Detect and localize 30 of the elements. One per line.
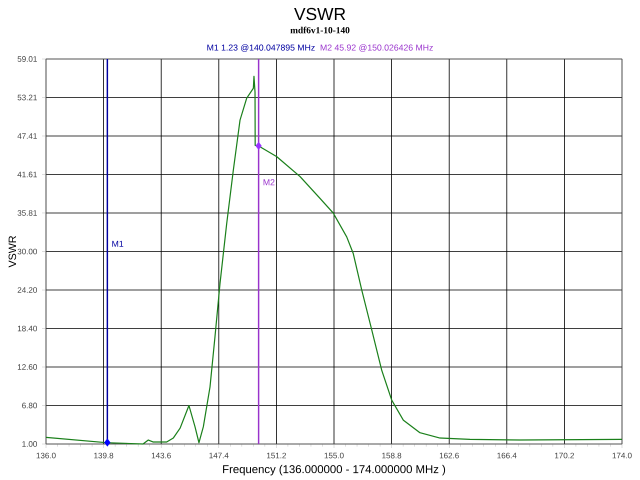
x-tick-label: 139.8 (94, 452, 114, 458)
y-tick-label: 6.80 (22, 402, 37, 408)
y-axis-title: VSWR (8, 236, 16, 268)
x-tick-label: 170.2 (555, 452, 574, 458)
y-tick-label: 47.41 (17, 133, 37, 139)
y-tick-label: 30.00 (18, 248, 37, 254)
chart-title: VSWR (294, 8, 346, 20)
x-tick-label: 136.0 (36, 452, 56, 458)
x-tick-label: 162.6 (440, 452, 459, 458)
y-tick-label: 41.61 (17, 172, 37, 178)
x-tick-label: 155.0 (324, 452, 344, 458)
chart-subtitle: mdf6v1-10-140 (290, 26, 350, 34)
y-tick-label: 24.20 (18, 287, 37, 293)
x-tick-label: 143.6 (152, 452, 171, 458)
x-tick-label: 158.8 (382, 452, 402, 458)
ref-line-label: M2 (264, 179, 274, 186)
x-tick-label: 151.2 (267, 452, 286, 458)
text: M1 1.23 @140.047895 MHz (207, 44, 315, 52)
ref-line-label: M1 (112, 240, 124, 247)
y-tick-label: 18.40 (18, 326, 37, 332)
text: M2 45.92 @150.026426 MHz (320, 44, 433, 52)
x-tick-label: 174.0 (612, 452, 632, 458)
y-tick-label: 1.00 (22, 441, 37, 447)
x-tick-label: 147.4 (209, 452, 229, 458)
y-tick-label: 53.21 (18, 94, 37, 100)
y-tick-label: 35.81 (18, 210, 37, 216)
y-tick-label: 59.01 (18, 56, 37, 62)
x-axis-title: Frequency (136.000000 - 174.000000 MHz ) (223, 464, 446, 476)
y-tick-label: 12.60 (18, 364, 37, 370)
x-tick-label: 166.4 (497, 452, 517, 458)
